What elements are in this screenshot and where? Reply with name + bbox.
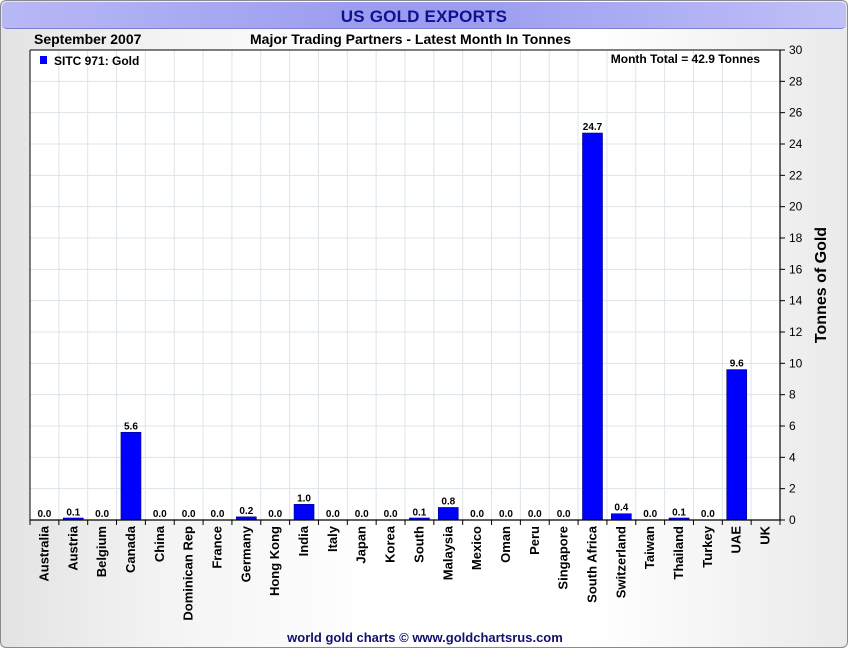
bar-value-label: 0.4 bbox=[614, 503, 628, 514]
bar-value-label: 0.1 bbox=[412, 507, 426, 518]
x-category-label: UAE bbox=[729, 526, 744, 554]
x-category-label: Malaysia bbox=[440, 525, 455, 580]
bar-value-label: 0.0 bbox=[557, 509, 571, 520]
bar-value-label: 0.0 bbox=[37, 509, 51, 520]
x-category-label: Japan bbox=[354, 526, 369, 564]
bar-value-label: 0.0 bbox=[326, 509, 340, 520]
bar-value-label: 5.6 bbox=[124, 421, 138, 432]
bar-uae[interactable] bbox=[726, 369, 748, 521]
bar-value-label: 0.0 bbox=[643, 509, 657, 520]
x-category-label: UK bbox=[758, 525, 773, 544]
bar-value-label: 0.0 bbox=[268, 509, 282, 520]
y-tick-label: 6 bbox=[789, 419, 796, 433]
bar-value-label: 0.0 bbox=[701, 509, 715, 520]
y-tick-label: 4 bbox=[789, 450, 796, 464]
bar-value-label: 0.0 bbox=[95, 509, 109, 520]
x-category-label: Turkey bbox=[700, 525, 715, 567]
bar-india[interactable] bbox=[293, 504, 315, 521]
x-category-label: Oman bbox=[498, 526, 513, 563]
bar-value-label: 0.0 bbox=[470, 509, 484, 520]
x-category-label: Australia bbox=[36, 525, 51, 581]
x-category-label: Dominican Rep bbox=[181, 526, 196, 621]
bar-value-label: 9.6 bbox=[730, 359, 744, 370]
bar-value-label: 0.0 bbox=[384, 509, 398, 520]
y-tick-label: 24 bbox=[789, 137, 803, 151]
date-label: September 2007 bbox=[34, 31, 142, 47]
bar-value-label: 0.1 bbox=[66, 507, 80, 518]
y-tick-label: 8 bbox=[789, 388, 796, 402]
x-category-label: India bbox=[296, 525, 311, 556]
bar-value-label: 0.8 bbox=[441, 496, 455, 507]
x-category-label: Peru bbox=[527, 526, 542, 555]
bar-value-label: 0.0 bbox=[153, 509, 167, 520]
x-category-label: Austria bbox=[65, 525, 80, 571]
bar-value-label: 0.2 bbox=[239, 506, 253, 517]
bar-canada[interactable] bbox=[120, 431, 142, 521]
y-tick-label: 20 bbox=[789, 200, 803, 214]
month-total-annotation: Month Total = 42.9 Tonnes bbox=[611, 52, 761, 66]
y-tick-label: 0 bbox=[789, 513, 796, 527]
bar-value-label: 0.0 bbox=[182, 509, 196, 520]
x-category-label: Mexico bbox=[469, 526, 484, 570]
y-tick-label: 12 bbox=[789, 325, 803, 339]
y-axis-title: Tonnes of Gold bbox=[813, 227, 830, 343]
chart-title: US GOLD EXPORTS bbox=[340, 7, 508, 26]
bar-value-label: 0.0 bbox=[528, 509, 542, 520]
bar-value-label: 0.0 bbox=[499, 509, 513, 520]
y-tick-label: 28 bbox=[789, 74, 803, 88]
bar-value-label: 24.7 bbox=[583, 122, 603, 133]
y-tick-label: 26 bbox=[789, 106, 803, 120]
bar-value-label: 1.0 bbox=[297, 493, 311, 504]
x-category-label: Germany bbox=[238, 525, 253, 582]
y-tick-label: 18 bbox=[789, 231, 803, 245]
x-category-label: Switzerland bbox=[613, 526, 628, 598]
title-bar: US GOLD EXPORTS bbox=[2, 2, 846, 29]
x-category-label: Canada bbox=[123, 525, 138, 573]
bar-value-label: 0.0 bbox=[355, 509, 369, 520]
y-tick-label: 2 bbox=[789, 482, 796, 496]
bar-switzerland[interactable] bbox=[611, 513, 632, 521]
x-category-label: Korea bbox=[383, 525, 398, 563]
x-category-label: China bbox=[152, 525, 167, 562]
y-tick-label: 22 bbox=[789, 168, 803, 182]
y-tick-label: 14 bbox=[789, 294, 803, 308]
x-category-label: Italy bbox=[325, 525, 340, 552]
x-category-label: South Africa bbox=[585, 525, 600, 603]
bar-malaysia[interactable] bbox=[437, 507, 459, 521]
x-category-label: France bbox=[210, 526, 225, 569]
chart-subtitle: Major Trading Partners - Latest Month In… bbox=[250, 31, 571, 47]
bar-value-label: 0.1 bbox=[672, 507, 686, 518]
x-category-label: Hong Kong bbox=[267, 526, 282, 596]
y-tick-label: 10 bbox=[789, 356, 803, 370]
x-category-label: Singapore bbox=[556, 526, 571, 590]
legend-label: SITC 971: Gold bbox=[54, 54, 139, 68]
y-tick-label: 16 bbox=[789, 262, 803, 276]
legend-swatch bbox=[40, 56, 47, 64]
x-category-label: Belgium bbox=[94, 526, 109, 577]
x-category-label: Taiwan bbox=[642, 526, 657, 569]
x-category-label: Thailand bbox=[671, 526, 686, 580]
y-tick-label: 30 bbox=[789, 43, 803, 57]
footer-credit: world gold charts © www.goldchartsrus.co… bbox=[287, 630, 563, 645]
x-category-label: South bbox=[411, 526, 426, 563]
bar-south-africa[interactable] bbox=[582, 132, 603, 521]
bar-value-label: 0.0 bbox=[211, 509, 225, 520]
